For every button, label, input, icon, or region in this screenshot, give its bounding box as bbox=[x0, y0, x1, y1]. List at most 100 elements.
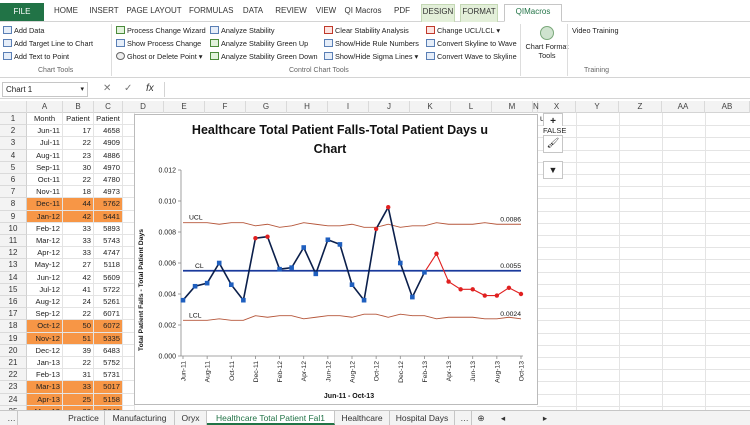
table-cell[interactable]: 25 bbox=[63, 393, 94, 406]
column-header[interactable]: J bbox=[369, 101, 410, 113]
tab-page-layout[interactable]: PAGE LAYOUT bbox=[126, 6, 182, 15]
tab-qi-macros[interactable]: QI Macros bbox=[344, 6, 382, 15]
table-cell[interactable]: 18 bbox=[63, 186, 94, 199]
row-header[interactable]: 21 bbox=[0, 357, 27, 370]
tab-view[interactable]: VIEW bbox=[315, 6, 337, 15]
column-header[interactable]: B bbox=[63, 101, 94, 113]
table-cell[interactable]: 42 bbox=[63, 210, 94, 223]
table-cell[interactable]: Feb-13 bbox=[27, 369, 63, 382]
column-header[interactable]: N bbox=[533, 101, 539, 113]
table-cell[interactable]: Jun-12 bbox=[27, 271, 63, 284]
scroll-left-icon[interactable]: ◂ bbox=[500, 413, 506, 423]
table-cell[interactable]: 4909 bbox=[94, 137, 123, 150]
column-header[interactable]: L bbox=[451, 101, 492, 113]
table-cell[interactable]: 22 bbox=[63, 357, 94, 370]
row-header[interactable]: 12 bbox=[0, 247, 27, 260]
row-header[interactable]: 20 bbox=[0, 344, 27, 357]
column-header[interactable]: AA bbox=[662, 101, 705, 113]
table-cell[interactable]: 5158 bbox=[94, 393, 123, 406]
insert-function-icon[interactable]: fx bbox=[146, 83, 154, 94]
table-cell[interactable]: 5752 bbox=[94, 357, 123, 370]
chart-filters-button[interactable]: ▼ bbox=[543, 161, 563, 179]
table-cell[interactable]: 27 bbox=[63, 259, 94, 272]
sheet-tab[interactable]: Manufacturing bbox=[105, 411, 175, 425]
table-cell[interactable]: Jan-13 bbox=[27, 357, 63, 370]
table-cell[interactable]: 5722 bbox=[94, 283, 123, 296]
sheet-tab[interactable]: Healthcare bbox=[335, 411, 390, 425]
table-cell[interactable]: 5731 bbox=[94, 369, 123, 382]
analyze-stability-button[interactable]: Analyze Stability bbox=[210, 25, 275, 36]
row-header[interactable]: 24 bbox=[0, 393, 27, 406]
add-data-button[interactable]: Add Data bbox=[3, 25, 44, 36]
table-cell[interactable]: 33 bbox=[63, 247, 94, 260]
table-cell[interactable]: Jul-11 bbox=[27, 137, 63, 150]
add-target-line-button[interactable]: Add Target Line to Chart bbox=[3, 38, 93, 49]
table-cell[interactable]: Nov-12 bbox=[27, 332, 63, 345]
table-cell[interactable]: 6483 bbox=[94, 344, 123, 357]
enter-icon[interactable]: ✓ bbox=[124, 83, 133, 94]
row-header[interactable]: 7 bbox=[0, 186, 27, 199]
table-cell[interactable]: Nov-11 bbox=[27, 186, 63, 199]
table-cell[interactable]: Dec-11 bbox=[27, 198, 63, 211]
row-header[interactable]: 15 bbox=[0, 283, 27, 296]
table-cell[interactable]: 33 bbox=[63, 235, 94, 248]
tab-data[interactable]: DATA bbox=[242, 6, 264, 15]
tab-home[interactable]: HOME bbox=[54, 6, 78, 15]
ellipsis-button[interactable]: … bbox=[6, 411, 18, 425]
table-cell[interactable]: 6071 bbox=[94, 308, 123, 321]
column-header[interactable]: M bbox=[492, 101, 533, 113]
table-cell[interactable]: 17 bbox=[63, 125, 94, 138]
table-cell[interactable]: 5893 bbox=[94, 222, 123, 235]
row-header[interactable]: 22 bbox=[0, 369, 27, 382]
table-cell[interactable]: 5118 bbox=[94, 259, 123, 272]
table-cell[interactable]: 30 bbox=[63, 161, 94, 174]
sheet-tab[interactable]: Oryx bbox=[175, 411, 207, 425]
table-cell[interactable]: 4886 bbox=[94, 149, 123, 162]
table-cell[interactable]: 5762 bbox=[94, 198, 123, 211]
video-training-button[interactable]: Video Training bbox=[572, 26, 619, 35]
column-header[interactable]: Z bbox=[619, 101, 662, 113]
tab-qimacros-chart[interactable]: QIMacros Chart bbox=[504, 4, 562, 30]
table-cell[interactable]: Oct-12 bbox=[27, 320, 63, 333]
table-cell[interactable]: 22 bbox=[63, 174, 94, 187]
table-cell[interactable]: 33 bbox=[63, 222, 94, 235]
row-header[interactable]: 5 bbox=[0, 161, 27, 174]
table-cell[interactable]: Jun-11 bbox=[27, 125, 63, 138]
table-cell[interactable]: Dec-12 bbox=[27, 344, 63, 357]
column-header[interactable]: G bbox=[246, 101, 287, 113]
row-header[interactable]: 13 bbox=[0, 259, 27, 272]
ghost-delete-point-button[interactable]: Ghost or Delete Point ▾ bbox=[116, 51, 202, 62]
table-cell[interactable]: 4970 bbox=[94, 161, 123, 174]
table-cell[interactable]: 41 bbox=[63, 283, 94, 296]
table-cell[interactable]: 50 bbox=[63, 320, 94, 333]
row-header[interactable]: 6 bbox=[0, 174, 27, 187]
chart-styles-button[interactable]: 🖌 bbox=[543, 135, 563, 153]
table-cell[interactable]: 5441 bbox=[94, 210, 123, 223]
table-cell[interactable]: Apr-13 bbox=[27, 393, 63, 406]
scroll-right-icon[interactable]: ▸ bbox=[542, 413, 548, 423]
analyze-stability-green-down-button[interactable]: Analyze Stability Green Down bbox=[210, 51, 318, 62]
table-cell[interactable]: Month bbox=[27, 113, 63, 126]
table-cell[interactable]: 6072 bbox=[94, 320, 123, 333]
table-cell[interactable]: Aug-12 bbox=[27, 296, 63, 309]
add-text-to-point-button[interactable]: Add Text to Point bbox=[3, 51, 69, 62]
column-header[interactable]: H bbox=[287, 101, 328, 113]
row-header[interactable]: 8 bbox=[0, 198, 27, 211]
cancel-icon[interactable]: ✕ bbox=[103, 83, 112, 94]
analyze-stability-green-up-button[interactable]: Analyze Stability Green Up bbox=[210, 38, 308, 49]
row-header[interactable]: 10 bbox=[0, 222, 27, 235]
column-header[interactable]: A bbox=[27, 101, 63, 113]
tab-file[interactable]: FILE bbox=[0, 3, 44, 21]
column-header[interactable]: E bbox=[164, 101, 205, 113]
convert-wave-to-skyline-button[interactable]: Convert Wave to Skyline bbox=[426, 51, 517, 62]
table-cell[interactable]: 44 bbox=[63, 198, 94, 211]
table-cell[interactable]: Feb-12 bbox=[27, 222, 63, 235]
column-header[interactable]: AB bbox=[705, 101, 750, 113]
row-header[interactable]: 2 bbox=[0, 125, 27, 138]
table-cell[interactable]: 4780 bbox=[94, 174, 123, 187]
column-header[interactable]: D bbox=[123, 101, 164, 113]
row-header[interactable]: 16 bbox=[0, 296, 27, 309]
table-cell[interactable]: Sep-12 bbox=[27, 308, 63, 321]
table-cell[interactable]: 5017 bbox=[94, 381, 123, 394]
convert-skyline-to-wave-button[interactable]: Convert Skyline to Wave bbox=[426, 38, 517, 49]
